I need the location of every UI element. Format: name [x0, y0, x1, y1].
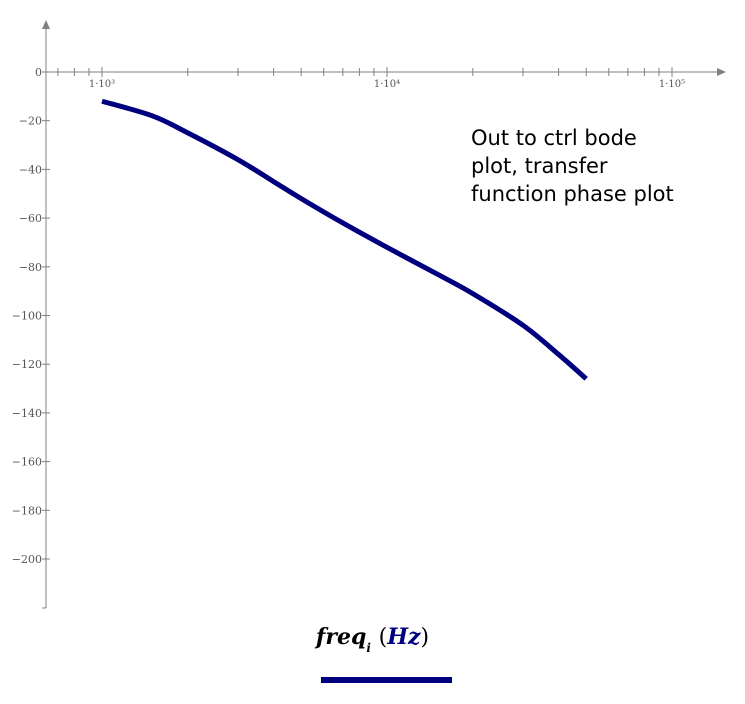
y-tick-label: −80	[19, 261, 42, 274]
y-tick-label: −60	[19, 212, 42, 225]
x-tick-label: 1·10³	[89, 79, 115, 90]
y-axis-arrow	[42, 20, 50, 29]
annotation-line: function phase plot	[471, 182, 674, 206]
plot-annotation: Out to ctrl bode plot, transfer function…	[471, 124, 711, 208]
x-axis-subscript: i	[366, 641, 371, 655]
x-axis-title: freqi (Hz)	[0, 624, 745, 655]
y-tick-label: −40	[19, 163, 42, 176]
y-tick-label: −140	[12, 407, 42, 420]
y-tick-label: −100	[12, 310, 42, 323]
x-axis-open-paren: (	[378, 625, 388, 650]
legend-series-swatch	[321, 677, 452, 683]
y-tick-label: −200	[12, 553, 42, 566]
y-tick-label: −20	[19, 115, 42, 128]
x-axis-arrow	[717, 68, 726, 76]
annotation-line: plot, transfer	[471, 154, 608, 178]
y-tick-label: −120	[12, 358, 42, 371]
y-tick-label: −180	[12, 504, 42, 517]
x-tick-label: 1·10⁴	[374, 79, 400, 90]
annotation-line: Out to ctrl bode	[471, 126, 637, 150]
x-axis-unit: Hz	[387, 624, 421, 650]
x-axis-variable: freq	[315, 624, 367, 650]
series-line	[101, 98, 588, 381]
x-axis-close-paren: )	[420, 625, 430, 650]
x-tick-label: 1·10⁵	[659, 79, 685, 90]
y-tick-label: 0	[35, 66, 42, 79]
y-tick-label: −160	[12, 456, 42, 469]
